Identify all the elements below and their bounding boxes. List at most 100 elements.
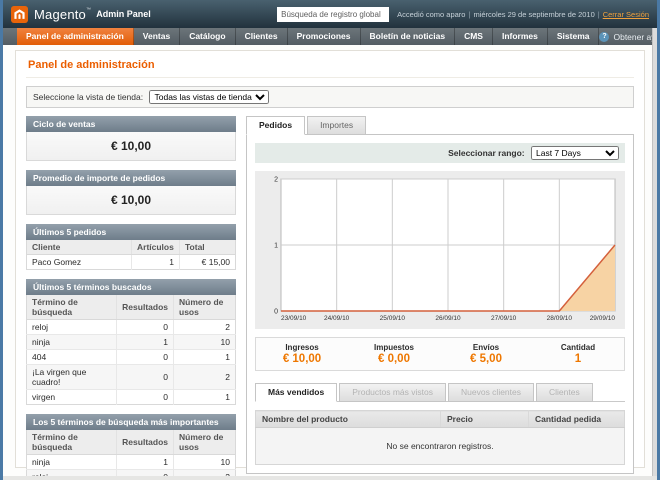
top-search-terms-box: Los 5 términos de búsqueda más important… [26, 414, 236, 480]
box-title: Promedio de importe de pedidos [26, 170, 236, 186]
report-tabs: Más vendidos Productos más vistos Nuevos c… [255, 383, 625, 402]
nav-item-informes[interactable]: Informes [493, 28, 548, 45]
box-title: Últimos 5 pedidos [26, 224, 236, 240]
help-link[interactable]: ? Obtener ayuda para esta página [599, 28, 657, 45]
column-header-cantidad-pedida: Cantidad pedida [528, 410, 625, 428]
column-header-t-rmino-de-b-squeda: Término de búsqueda [26, 295, 117, 320]
last-orders-table: Cliente Artículos Total Paco Gomez 1 € 15,00 [26, 240, 236, 270]
trademark-symbol: ™ [86, 6, 92, 13]
nav-item-cms[interactable]: CMS [455, 28, 493, 45]
tab-productos-m-s-vistos[interactable]: Productos más vistos [339, 383, 446, 402]
content-wrapper: Panel de administración Seleccione la vi… [15, 50, 645, 480]
magento-logo[interactable]: Magento™ Admin Panel [11, 5, 151, 23]
total-cantidad: Cantidad 1 [532, 343, 624, 365]
tab-clientes[interactable]: Clientes [536, 383, 593, 402]
brand-name: Magento™ [34, 6, 92, 22]
nav-item-promociones[interactable]: Promociones [288, 28, 361, 45]
table-row: ninja 1 10 [26, 454, 236, 470]
total-label: Envíos [472, 343, 500, 352]
svg-text:0: 0 [274, 309, 278, 316]
column-header-n-mero-de-usos: Número de usos [173, 430, 236, 455]
svg-text:23/09/10: 23/09/10 [281, 315, 307, 322]
logout-link[interactable]: Cerrar Sesión [602, 9, 649, 19]
box-title: Los 5 términos de búsqueda más important… [26, 414, 236, 430]
svg-text:28/09/10: 28/09/10 [547, 315, 573, 322]
chart-container: 0 1 2 23/09/10 24/09/10 25/09/10 26/09/10 27/09… [255, 171, 625, 329]
separator: | [597, 9, 600, 19]
table-row: virgen 0 1 [26, 389, 236, 405]
total-label: Ingresos [285, 343, 319, 352]
global-search-input[interactable] [277, 6, 390, 22]
range-band: Seleccionar rango: Last 7 Days [255, 143, 625, 163]
svg-text:1: 1 [274, 243, 278, 250]
empty-message: No se encontraron registros. [255, 427, 625, 465]
scrollbar-track[interactable] [652, 28, 657, 480]
tab-importes[interactable]: Importes [307, 116, 367, 135]
top-search-terms-table: Término de búsqueda Resultados Número de u… [26, 430, 236, 480]
column-header-resultados: Resultados [116, 295, 174, 320]
nav-item-bolet-n-de-noticias[interactable]: Boletín de noticias [361, 28, 456, 45]
store-view-label: Seleccione la vista de tienda: [33, 92, 144, 102]
magento-logo-icon [11, 5, 28, 23]
last-search-terms-box: Últimos 5 términos buscados Término de b… [26, 279, 236, 405]
nav-items: Panel de administración Ventas Catálogo Cli… [17, 28, 600, 45]
svg-text:24/09/10: 24/09/10 [324, 315, 350, 322]
bestsellers-grid: Nombre del producto Precio Cantidad pedida… [255, 410, 625, 465]
orders-panel: Seleccionar rango: Last 7 Days 0 1 2 23/09/… [246, 134, 634, 474]
total-ingresos: Ingresos € 10,00 [256, 343, 348, 365]
current-date: miércoles 29 de septiembre de 2010 [473, 9, 595, 19]
table-row: ninja 1 10 [26, 334, 236, 350]
help-icon: ? [599, 31, 610, 42]
range-select[interactable]: Last 7 Days [531, 146, 619, 160]
total-env-os: Envíos € 5,00 [440, 343, 532, 365]
total-value: € 0,00 [378, 353, 410, 365]
column-header-resultados: Resultados [116, 430, 174, 455]
column-header-nombre-del-producto: Nombre del producto [255, 410, 441, 428]
brand-suffix: Admin Panel [96, 9, 151, 19]
svg-text:25/09/10: 25/09/10 [380, 315, 406, 322]
average-orders-value: € 10,00 [26, 186, 236, 215]
empty-row: No se encontraron registros. [255, 427, 625, 465]
store-view-select[interactable]: Todas las vistas de tienda [149, 90, 270, 104]
average-orders-box: Promedio de importe de pedidos € 10,00 [26, 170, 236, 215]
separator: | [468, 9, 471, 19]
nav-item-cat-logo[interactable]: Catálogo [180, 28, 236, 45]
column-header-art-culos: Artículos [131, 240, 180, 255]
tab-nuevos-clientes[interactable]: Nuevos clientes [448, 383, 535, 402]
last-orders-box: Últimos 5 pedidos Cliente Artículos Total P… [26, 224, 236, 270]
total-value: € 5,00 [470, 353, 502, 365]
column-header-total: Total [179, 240, 236, 255]
bottom-edge [3, 476, 657, 480]
total-impuestos: Impuestos € 0,00 [348, 343, 440, 365]
tab-m-s-vendidos[interactable]: Más vendidos [255, 383, 338, 402]
svg-text:26/09/10: 26/09/10 [435, 315, 461, 322]
last-search-terms-table: Término de búsqueda Resultados Número de u… [26, 295, 236, 405]
lifetime-sales-value: € 10,00 [26, 132, 236, 161]
nav-item-panel-de-administraci-n[interactable]: Panel de administración [17, 28, 134, 45]
dashboard-panel: Pedidos Importes Seleccionar rango: Last … [246, 116, 634, 474]
header-bar: Magento™ Admin Panel Accedió como aparo|… [3, 0, 657, 28]
tab-pedidos[interactable]: Pedidos [246, 116, 306, 135]
total-value: € 10,00 [282, 353, 322, 365]
lifetime-sales-box: Ciclo de ventas € 10,00 [26, 116, 236, 161]
help-label: Obtener ayuda para esta página [613, 31, 657, 42]
left-column: Ciclo de ventas € 10,00 Promedio de impo… [26, 116, 236, 480]
range-label: Seleccionar rango: [448, 148, 525, 158]
svg-text:29/09/10: 29/09/10 [590, 315, 616, 322]
main-nav: Panel de administración Ventas Catálogo Cli… [3, 28, 657, 45]
chart-tabs: Pedidos Importes [246, 116, 634, 135]
svg-text:2: 2 [274, 177, 278, 184]
total-label: Impuestos [373, 343, 414, 352]
nav-item-ventas[interactable]: Ventas [134, 28, 181, 45]
table-row: 404 0 1 [26, 349, 236, 365]
total-label: Cantidad [560, 343, 596, 352]
nav-item-clientes[interactable]: Clientes [236, 28, 288, 45]
header-user-info: Accedió como aparo | miércoles 29 de septi… [397, 10, 649, 19]
logged-in-as: Accedió como aparo [397, 9, 466, 19]
column-header-n-mero-de-usos: Número de usos [173, 295, 236, 320]
column-header-t-rmino-de-b-squeda: Término de búsqueda [26, 430, 117, 455]
nav-item-sistema[interactable]: Sistema [548, 28, 600, 45]
totals-row: Ingresos € 10,00 Impuestos € 0,00 Envíos € 5,… [255, 337, 625, 371]
page-title: Panel de administración [26, 51, 634, 78]
column-header-precio: Precio [440, 410, 529, 428]
